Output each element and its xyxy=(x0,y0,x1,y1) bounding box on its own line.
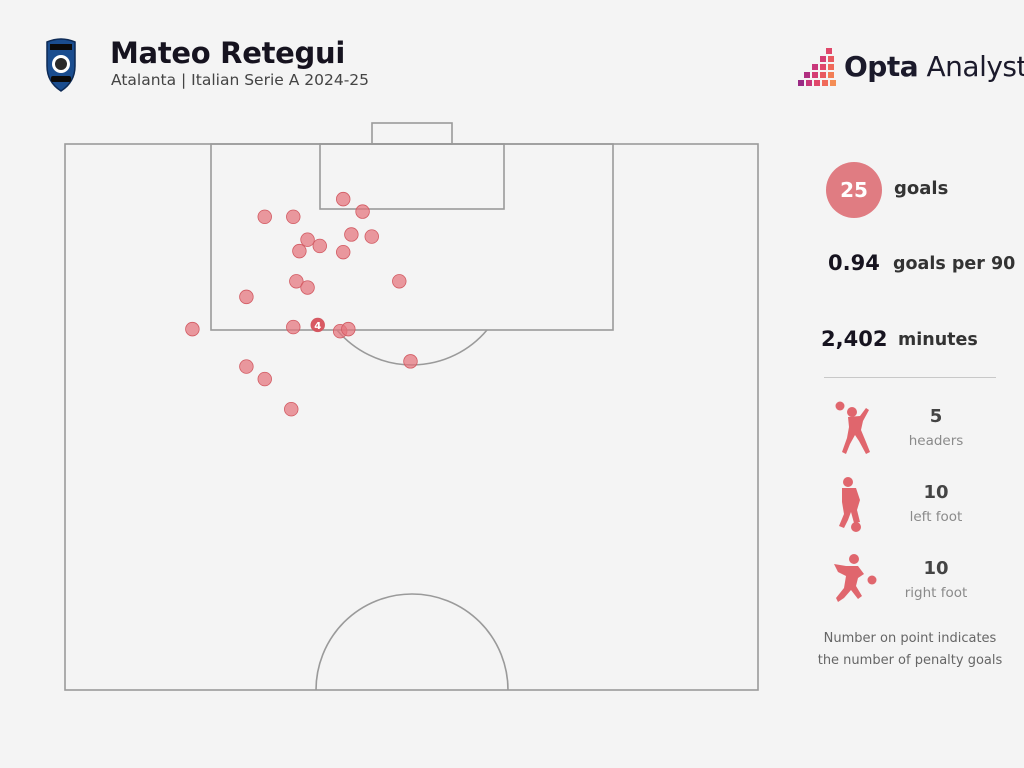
goal-point xyxy=(364,229,379,244)
goal-point xyxy=(336,191,351,207)
goal-point xyxy=(392,274,407,289)
right-foot-count: 10 xyxy=(923,558,949,579)
goal-point xyxy=(239,289,254,305)
goal-point xyxy=(284,402,299,417)
stats-panel: 25 goals 0.94 goals per 90 2,402 minutes… xyxy=(810,150,1024,710)
goal-point xyxy=(336,244,351,260)
right-foot-icon xyxy=(834,554,877,602)
headers-count: 5 xyxy=(929,406,943,427)
opta-analyst-logo: Opta Analyst xyxy=(796,46,1024,90)
goal-point xyxy=(292,243,307,259)
goal-point xyxy=(300,232,315,247)
player-name: Mateo Retegui xyxy=(110,36,345,70)
goals-badge: 25 xyxy=(826,162,882,218)
pitch-lines xyxy=(64,122,759,691)
goal-point xyxy=(289,274,304,289)
penalty-goal-point xyxy=(310,317,325,333)
goal-point xyxy=(312,238,327,254)
centre-circle xyxy=(315,593,509,691)
minutes-label: minutes xyxy=(898,330,978,350)
subtitle: Atalanta | Italian Serie A 2024-25 xyxy=(111,71,370,89)
penalty-note-line2: the number of penalty goals xyxy=(817,653,1003,668)
header-icon xyxy=(835,401,870,454)
goals-per-90-value: 0.94 xyxy=(828,251,880,275)
divider xyxy=(824,377,996,378)
right-foot-label: right foot xyxy=(904,585,968,601)
headers-row: 5 headers xyxy=(810,400,1024,470)
goal-points: 4 xyxy=(185,191,418,417)
left-foot-label: left foot xyxy=(909,509,963,525)
goal-point xyxy=(341,321,356,337)
penalty-note-line1: Number on point indicates xyxy=(823,631,997,646)
goal-point xyxy=(355,204,370,219)
headers-label: headers xyxy=(908,433,964,449)
goal xyxy=(371,122,453,145)
atalanta-crest-logo xyxy=(46,38,76,92)
opta-mark-icon xyxy=(798,48,836,86)
goals-per-90-label: goals per 90 xyxy=(893,254,1016,274)
brand-name: Opta Analyst xyxy=(844,50,1024,83)
penalty-note: Number on point indicates the number of … xyxy=(810,628,1010,672)
goal-point xyxy=(286,209,301,225)
left-foot-icon xyxy=(839,477,861,532)
right-foot-row: 10 right foot xyxy=(810,552,1024,622)
goal-point xyxy=(403,354,418,369)
penalty-count-label: 4 xyxy=(314,321,321,332)
pitch-outline xyxy=(64,143,759,691)
goal-point xyxy=(286,319,301,335)
goal-point xyxy=(185,321,200,337)
minutes-value: 2,402 xyxy=(821,327,888,351)
left-foot-count: 10 xyxy=(923,482,949,503)
goal-point xyxy=(300,280,315,295)
left-foot-row: 10 left foot xyxy=(810,476,1024,546)
goals-label: goals xyxy=(894,178,949,199)
penalty-area xyxy=(210,143,614,331)
goal-point xyxy=(257,371,272,387)
goal-point xyxy=(344,227,359,242)
goal-point xyxy=(257,209,272,225)
goal-point xyxy=(239,359,254,374)
